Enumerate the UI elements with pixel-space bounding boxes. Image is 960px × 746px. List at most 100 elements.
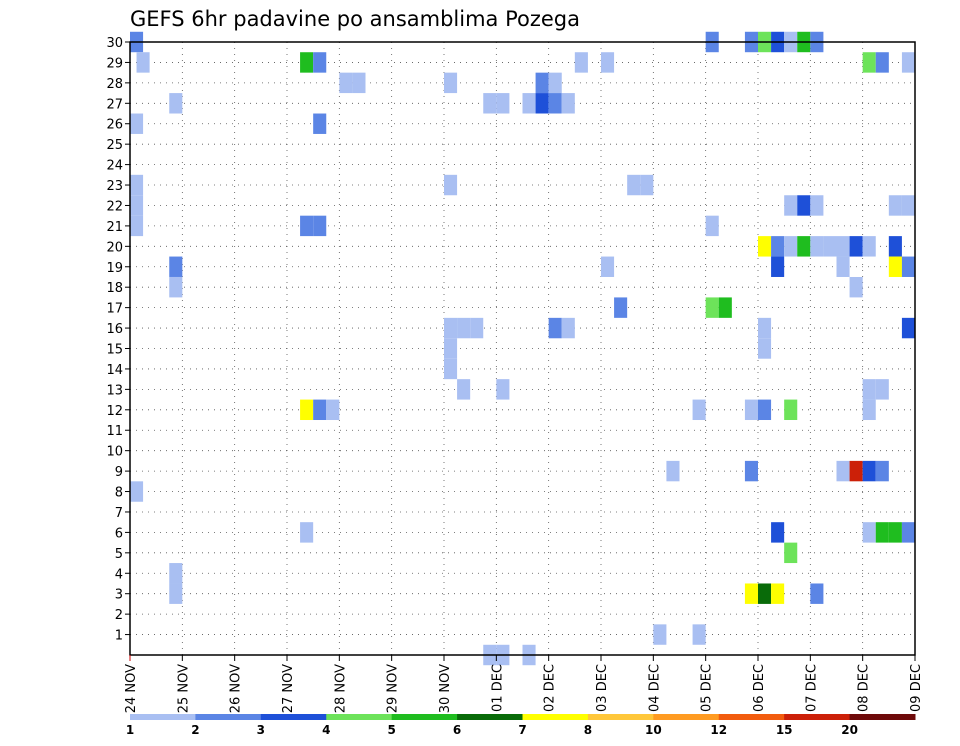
y-tick-label: 15 bbox=[106, 343, 123, 358]
y-tick-label: 23 bbox=[106, 179, 123, 194]
heatmap-cell bbox=[169, 583, 183, 604]
heatmap-cell bbox=[535, 72, 549, 94]
heatmap-cell bbox=[771, 583, 785, 604]
colorbar-label: 10 bbox=[645, 723, 662, 737]
heatmap-cell bbox=[901, 522, 915, 543]
colorbar-label: 6 bbox=[453, 723, 461, 737]
heatmap-cell bbox=[862, 399, 876, 421]
heatmap-cell bbox=[522, 93, 536, 114]
heatmap-cell bbox=[784, 542, 798, 564]
heatmap-cell bbox=[744, 399, 758, 421]
heatmap-cell bbox=[300, 52, 314, 73]
colorbar-label: 12 bbox=[710, 723, 727, 737]
heatmap-cell bbox=[313, 52, 327, 73]
heatmap-cell bbox=[849, 460, 863, 482]
colorbar-swatch bbox=[784, 714, 851, 720]
colorbar-label: 7 bbox=[518, 723, 526, 737]
colorbar-label: 3 bbox=[257, 723, 265, 737]
heatmap-cell bbox=[444, 338, 458, 359]
colorbar-label: 5 bbox=[387, 723, 395, 737]
heatmap-cell bbox=[784, 236, 798, 257]
heatmap-cell bbox=[483, 93, 497, 114]
y-tick-label: 24 bbox=[106, 159, 123, 174]
heatmap-cell bbox=[574, 52, 588, 73]
heatmap-cell bbox=[692, 624, 706, 645]
colorbar-swatch bbox=[849, 714, 916, 720]
heatmap-cell bbox=[771, 256, 785, 277]
y-tick-label: 27 bbox=[106, 97, 123, 112]
y-tick-label: 29 bbox=[106, 56, 123, 71]
y-tick-label: 9 bbox=[115, 465, 123, 480]
colorbar-label: 2 bbox=[191, 723, 199, 737]
heatmap-cell bbox=[744, 583, 758, 604]
heatmap-cell bbox=[169, 563, 183, 584]
y-tick-label: 21 bbox=[106, 220, 123, 235]
heatmap-cell bbox=[130, 174, 144, 196]
y-tick-label: 6 bbox=[115, 526, 123, 541]
heatmap-cell bbox=[300, 399, 314, 421]
y-tick-label: 13 bbox=[106, 383, 123, 398]
heatmap-cell bbox=[561, 317, 575, 339]
heatmap-cell bbox=[601, 256, 615, 277]
y-tick-label: 22 bbox=[106, 199, 123, 214]
heatmap-cell bbox=[758, 583, 772, 604]
x-tick-label: 27 NOV bbox=[281, 664, 296, 713]
y-tick-label: 19 bbox=[106, 261, 123, 276]
colorbar-label: 1 bbox=[126, 723, 134, 737]
heatmap-cell bbox=[352, 72, 366, 94]
heatmap-cell bbox=[901, 317, 915, 339]
x-tick-label: 03 DEC bbox=[595, 664, 610, 712]
heatmap-cell bbox=[169, 93, 183, 114]
heatmap-cell bbox=[862, 52, 876, 73]
y-tick-label: 11 bbox=[106, 424, 123, 439]
heatmap-cell bbox=[169, 256, 183, 277]
heatmap-cell bbox=[823, 236, 837, 257]
heatmap-cell bbox=[130, 481, 144, 502]
heatmap-cell bbox=[875, 460, 889, 482]
y-tick-label: 5 bbox=[115, 547, 123, 562]
colorbar-swatch bbox=[326, 714, 393, 720]
heatmap-cell bbox=[771, 236, 785, 257]
heatmap-cell bbox=[705, 297, 719, 318]
heatmap-cell bbox=[130, 195, 144, 216]
y-tick-label: 7 bbox=[115, 506, 123, 521]
x-tick-label: 29 NOV bbox=[386, 664, 401, 713]
heatmap-cell bbox=[548, 72, 562, 94]
heatmap-cell bbox=[548, 93, 562, 114]
colorbar-swatch bbox=[457, 714, 523, 720]
heatmap-cell bbox=[692, 399, 706, 421]
heatmap-cell bbox=[313, 113, 327, 134]
heatmap-cell bbox=[470, 317, 484, 339]
heatmap-cell bbox=[862, 379, 876, 400]
x-tick-label: 25 NOV bbox=[176, 664, 191, 713]
heatmap-cell bbox=[771, 522, 785, 543]
y-tick-label: 30 bbox=[106, 36, 123, 51]
colorbar-swatch bbox=[195, 714, 262, 720]
heatmap-cell bbox=[300, 522, 314, 543]
grid bbox=[130, 41, 915, 655]
colorbar-swatch bbox=[130, 714, 196, 720]
heatmap-cell bbox=[758, 338, 772, 359]
y-tick-label: 17 bbox=[106, 302, 123, 317]
heatmap-cell bbox=[849, 236, 863, 257]
colorbar-swatch bbox=[522, 714, 589, 720]
colorbar-label: 20 bbox=[841, 723, 858, 737]
heatmap-cell bbox=[862, 460, 876, 482]
heatmap-cell bbox=[444, 174, 458, 196]
colorbar: 1 2 3 4 5 6 7 8 10 12 15 20 bbox=[126, 714, 916, 737]
heatmap-cell bbox=[888, 195, 902, 216]
heatmap-cell bbox=[130, 113, 144, 134]
heatmap-cell bbox=[862, 236, 876, 257]
heatmap-cell bbox=[718, 297, 732, 318]
heatmap-cell bbox=[849, 276, 863, 298]
heatmap-cell bbox=[888, 522, 902, 543]
heatmap-cell bbox=[496, 93, 510, 114]
y-tick-label: 4 bbox=[115, 567, 123, 582]
heatmap-cell bbox=[836, 256, 850, 277]
heatmap-cell bbox=[784, 195, 798, 216]
heatmap-cell bbox=[875, 379, 889, 400]
heatmap-cell bbox=[444, 317, 458, 339]
heatmap-cell bbox=[300, 215, 314, 237]
heatmap-cell bbox=[744, 460, 758, 482]
